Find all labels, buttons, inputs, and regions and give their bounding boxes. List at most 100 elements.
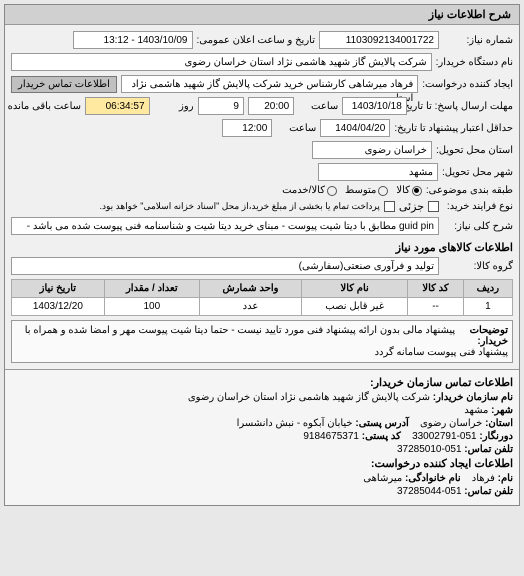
row-city: شهر محل تحویل: مشهد	[11, 163, 513, 181]
contact-org-label: نام سازمان خریدار:	[433, 392, 513, 403]
table-row: 1 -- غیر قابل نصب عدد 100 1403/12/20	[12, 298, 513, 316]
type-label: نوع فرایند خرید:	[443, 201, 513, 212]
need-desc-label: شرح کلی نیاز:	[443, 221, 513, 232]
remain-label: ساعت باقی مانده	[11, 101, 81, 112]
remain-time: 06:34:57	[85, 97, 150, 115]
goods-group-label: گروه کالا:	[443, 261, 513, 272]
city-value: مشهد	[318, 163, 438, 181]
radio-service-label: کالا/خدمت	[282, 185, 325, 196]
partial-label: جزئی	[399, 200, 424, 213]
buyer-note-label: توضیحات خریدار:	[458, 325, 508, 347]
panel-body: شماره نیاز: 1103092134001722 تاریخ و ساع…	[5, 25, 519, 369]
cell-name: غیر قابل نصب	[302, 298, 408, 316]
announce-label: تاریخ و ساعت اعلان عمومی:	[197, 35, 316, 46]
province-label: استان محل تحویل:	[436, 145, 513, 156]
contact-phone-label: تلفن تماس:	[464, 444, 513, 455]
row-requester: ایجاد کننده درخواست: فرهاد میرشاهی کارشن…	[11, 75, 513, 93]
announce-value: 1403/10/09 - 13:12	[73, 31, 193, 49]
need-desc-value: guid pin مطابق با دیتا شیت پیوست - مبنای…	[11, 217, 439, 235]
buyer-org-value: شرکت پالایش گاز شهید هاشمی نژاد استان خر…	[11, 53, 432, 71]
radio-dot-icon	[378, 186, 388, 196]
col-name: نام کالا	[302, 280, 408, 298]
validity-label: حداقل اعتبار پیشنهاد تا تاریخ:	[394, 123, 513, 134]
contact-phone-line: تلفن تماس: 051-37285010	[11, 444, 513, 455]
contact-postal-value: 9184675371	[303, 431, 359, 442]
row-classification: طبقه بندی موضوعی: کالا متوسط کالا/خدمت	[11, 185, 513, 196]
reply-time: 20:00	[248, 97, 294, 115]
contact-org-value: شرکت پالایش گاز شهید هاشمی نژاد استان خر…	[188, 392, 430, 403]
radio-small-label: کالا	[396, 185, 410, 196]
radio-medium-label: متوسط	[345, 185, 376, 196]
goods-title: اطلاعات کالاهای مورد نیاز	[11, 241, 513, 254]
row-need-desc: شرح کلی نیاز: guid pin مطابق با دیتا شیت…	[11, 217, 513, 235]
contact-org: نام سازمان خریدار: شرکت پالایش گاز شهید …	[11, 392, 513, 403]
creator-phone-line: تلفن تماس: 051-37285044	[11, 486, 513, 497]
row-buyer-org: نام دستگاه خریدار: شرکت پالایش گاز شهید …	[11, 53, 513, 71]
col-qty: تعداد / مقدار	[104, 280, 199, 298]
budget-radio-group: کالا متوسط کالا/خدمت	[282, 185, 422, 196]
contact-city-value: مشهد	[464, 405, 488, 416]
contact-province-line: استان: خراسان رضوی آدرس پستی: خیابان آبک…	[11, 418, 513, 429]
cell-code: --	[408, 298, 463, 316]
row-validity: حداقل اعتبار پیشنهاد تا تاریخ: 1404/04/2…	[11, 119, 513, 137]
goods-group-value: تولید و فرآوری صنعتی(سفارشی)	[11, 257, 439, 275]
need-number-label: شماره نیاز:	[443, 35, 513, 46]
table-header-row: ردیف کد کالا نام کالا واحد شمارش تعداد /…	[12, 280, 513, 298]
buyer-note-text: پیشنهاد مالی بدون ارائه پیشنهاد فنی مورد…	[25, 325, 508, 358]
time-label-1: ساعت	[298, 101, 338, 112]
contact-fax-line: دورنگار: 051-33002791 کد پستی: 918467537…	[11, 431, 513, 442]
buyer-org-label: نام دستگاه خریدار:	[436, 57, 513, 68]
buyer-note-box: توضیحات خریدار: پیشنهاد مالی بدون ارائه …	[11, 320, 513, 363]
radio-small[interactable]: کالا	[396, 185, 422, 196]
col-date: تاریخ نیاز	[12, 280, 105, 298]
budget-label: طبقه بندی موضوعی:	[426, 185, 513, 196]
row-reply-deadline: مهلت ارسال پاسخ: تا تاریخ: 1403/10/18 سا…	[11, 97, 513, 115]
cell-date: 1403/12/20	[12, 298, 105, 316]
need-number-value: 1103092134001722	[319, 31, 439, 49]
cell-row: 1	[463, 298, 512, 316]
row-province: استان محل تحویل: خراسان رضوی	[11, 141, 513, 159]
creator-lname-value: میرشاهی	[363, 473, 402, 484]
validity-date: 1404/04/20	[320, 119, 390, 137]
partial-checkbox[interactable]	[428, 201, 439, 212]
buyer-contact-button[interactable]: اطلاعات تماس خریدار	[11, 76, 117, 93]
col-code: کد کالا	[408, 280, 463, 298]
creator-name-line: نام: فرهاد نام خانوادگی: میرشاهی	[11, 473, 513, 484]
contact-mailaddr-value: خیابان آبکوه - نبش دانشسرا	[237, 418, 353, 429]
creator-lname-label: نام خانوادگی:	[405, 473, 461, 484]
validity-time: 12:00	[222, 119, 272, 137]
time-label-2: ساعت	[276, 123, 316, 134]
treasury-note: پرداخت تمام یا بخشی از مبلغ خرید،از محل …	[99, 201, 379, 212]
row-process-type: نوع فرایند خرید: جزئی پرداخت تمام یا بخش…	[11, 200, 513, 213]
contact-fax-label: دورنگار:	[479, 431, 513, 442]
day-count: 9	[198, 97, 244, 115]
col-unit: واحد شمارش	[199, 280, 301, 298]
contact-province-value: خراسان رضوی	[420, 418, 482, 429]
day-label: روز	[154, 101, 194, 112]
requester-value: فرهاد میرشاهی کارشناس خرید شرکت پالایش گ…	[121, 75, 418, 93]
radio-dot-icon	[327, 186, 337, 196]
col-row: ردیف	[463, 280, 512, 298]
contact-phone-value: 051-37285010	[397, 444, 462, 455]
contact-title: اطلاعات تماس سازمان خریدار:	[11, 376, 513, 389]
treasury-checkbox[interactable]	[384, 201, 395, 212]
creator-title: اطلاعات ایجاد کننده درخواست:	[11, 457, 513, 470]
radio-service[interactable]: کالا/خدمت	[282, 185, 337, 196]
creator-name-label: نام:	[498, 473, 513, 484]
info-panel: شرح اطلاعات نیاز شماره نیاز: 11030921340…	[4, 4, 520, 506]
contact-section: اطلاعات تماس سازمان خریدار: نام سازمان خ…	[5, 369, 519, 505]
cell-unit: عدد	[199, 298, 301, 316]
cell-qty: 100	[104, 298, 199, 316]
goods-table: ردیف کد کالا نام کالا واحد شمارش تعداد /…	[11, 279, 513, 316]
contact-city-line: شهر: مشهد	[11, 405, 513, 416]
province-value: خراسان رضوی	[312, 141, 432, 159]
radio-medium[interactable]: متوسط	[345, 185, 388, 196]
creator-phone-label: تلفن تماس:	[464, 486, 513, 497]
contact-province-label: استان:	[485, 418, 513, 429]
contact-postal-label: کد پستی:	[362, 431, 401, 442]
panel-title: شرح اطلاعات نیاز	[5, 5, 519, 25]
contact-fax-value: 051-33002791	[412, 431, 477, 442]
row-need-number: شماره نیاز: 1103092134001722 تاریخ و ساع…	[11, 31, 513, 49]
city-label: شهر محل تحویل:	[442, 167, 513, 178]
row-goods-group: گروه کالا: تولید و فرآوری صنعتی(سفارشی)	[11, 257, 513, 275]
